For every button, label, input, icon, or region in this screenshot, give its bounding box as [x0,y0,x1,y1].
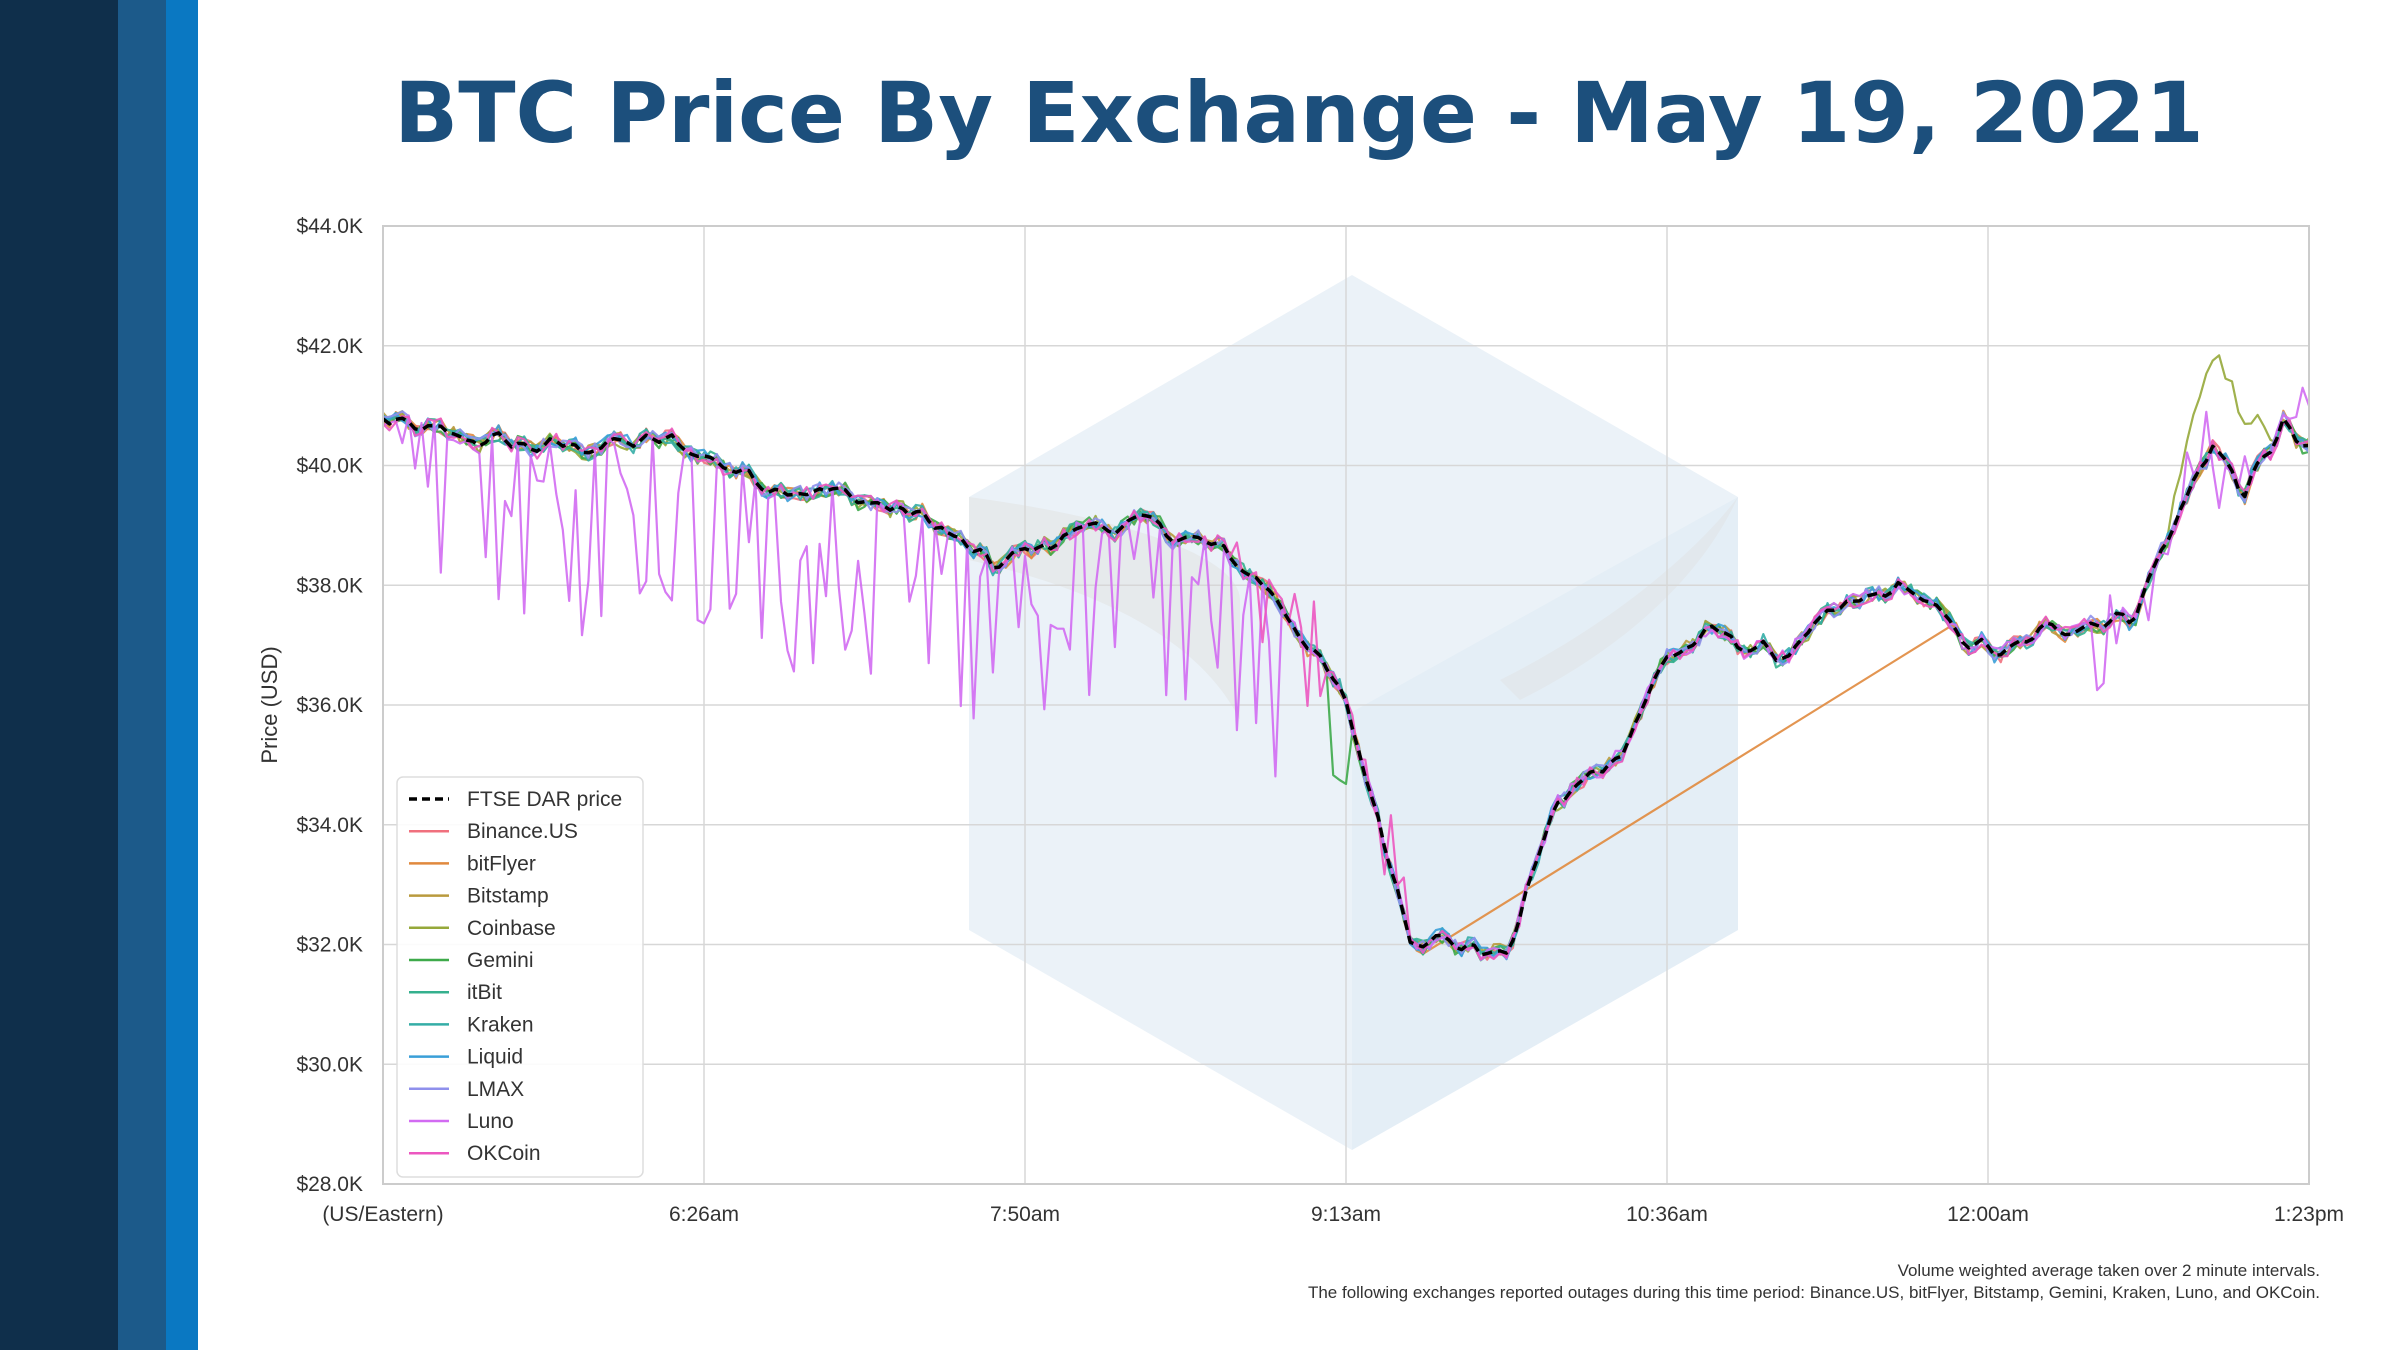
y-tick-label: $36.0K [296,694,363,717]
sidebar-stripe-dark [0,0,118,1350]
legend-box [396,776,644,1178]
legend-label: Bitstamp [467,885,549,908]
x-tick-label: (US/Eastern) [322,1203,443,1226]
legend-label: Binance.US [467,820,578,843]
legend-label: Liquid [467,1046,523,1069]
footnote-line-1: Volume weighted average taken over 2 min… [1897,1261,2320,1280]
y-tick-label: $32.0K [296,934,363,957]
legend-label: OKCoin [467,1142,541,1165]
y-axis-label: Price (USD) [257,646,282,763]
legend-label: bitFlyer [467,852,536,875]
y-tick-label: $42.0K [296,335,363,358]
cube-watermark [969,275,1738,1150]
legend-label: itBit [467,981,502,1004]
legend-label: Luno [467,1110,514,1133]
chart-legend: FTSE DAR price Binance.US bitFlyer Bitstamp… [396,776,644,1178]
legend-label: Kraken [467,1013,534,1036]
sidebar-stripe-light [166,0,198,1350]
legend-label: Gemini [467,949,534,972]
legend-label: Coinbase [467,917,556,940]
x-tick-label: 1:23pm [2274,1203,2344,1226]
series-line-ftse-dar-price [381,416,2310,957]
x-tick-label: 9:13am [1311,1203,1381,1226]
chart-footnote: Volume weighted average taken over 2 min… [1308,1260,2320,1304]
x-tick-label: 7:50am [990,1203,1060,1226]
y-tick-label: $44.0K [296,215,363,238]
footnote-line-2: The following exchanges reported outages… [1307,1283,2320,1302]
y-tick-label: $28.0K [296,1173,363,1196]
legend-label: LMAX [467,1078,524,1101]
y-tick-label: $30.0K [296,1053,363,1076]
x-tick-label: 6:26am [669,1203,739,1226]
x-tick-label: 10:36am [1626,1203,1708,1226]
y-tick-label: $38.0K [296,574,363,597]
x-tick-label: 12:00am [1947,1203,2029,1226]
page-title: BTC Price By Exchange - May 19, 2021 [394,64,2204,162]
y-tick-label: $40.0K [296,455,363,478]
legend-label: FTSE DAR price [467,788,622,811]
y-tick-label: $34.0K [296,814,363,837]
sidebar-stripe-mid [118,0,166,1350]
